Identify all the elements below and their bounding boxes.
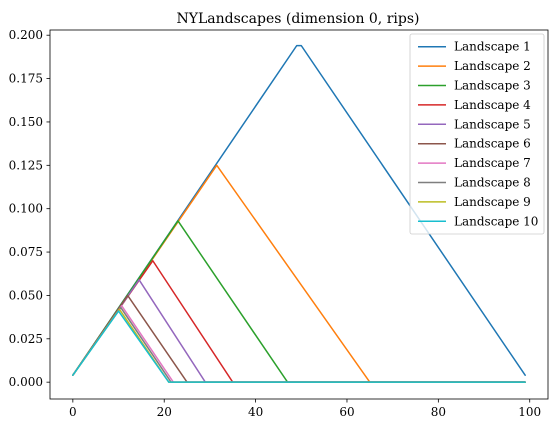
legend-label-3: Landscape 3	[454, 79, 531, 93]
legend: Landscape 1 Landscape 2 Landscape 3 Landsca…	[409, 33, 545, 235]
y-tick-label: 0.200	[9, 28, 43, 42]
y-tick-label: 0.050	[9, 288, 43, 302]
y-axis: 0.000 0.025 0.050 0.075 0.100 0.125 0.150 0.175…	[9, 28, 50, 389]
axes-frame	[49, 29, 549, 400]
legend-label-8: Landscape 8	[454, 176, 531, 190]
legend-label-7: Landscape 7	[454, 156, 531, 170]
x-axis: 0 20 40 60 80 100	[69, 399, 541, 419]
legend-frame	[409, 33, 545, 235]
legend-label-5: Landscape 5	[454, 117, 531, 131]
series-line-7	[72, 305, 526, 383]
y-tick-label: 0.025	[9, 332, 43, 346]
y-tick-label: 0.075	[9, 245, 43, 259]
legend-label-4: Landscape 4	[454, 98, 531, 112]
y-tick-label: 0.150	[9, 115, 43, 129]
legend-label-2: Landscape 2	[454, 59, 531, 73]
series-line-8	[72, 306, 526, 383]
x-tick-label: 40	[248, 405, 263, 419]
series-line-6	[72, 294, 526, 383]
x-tick-label: 0	[69, 405, 77, 419]
x-tick-label: 80	[431, 405, 446, 419]
series-line-9	[72, 308, 526, 383]
x-tick-label: 20	[157, 405, 172, 419]
plot-area	[72, 44, 526, 383]
y-tick-label: 0.125	[9, 158, 43, 172]
legend-label-6: Landscape 6	[454, 137, 531, 151]
legend-label-9: Landscape 9	[454, 195, 531, 209]
legend-label-10: Landscape 10	[454, 214, 538, 228]
series-line-3	[72, 220, 526, 383]
x-tick-label: 100	[518, 405, 541, 419]
y-tick-label: 0.000	[9, 375, 43, 389]
series-line-4	[72, 259, 526, 383]
series-line-10	[72, 310, 526, 383]
series-line-5	[72, 279, 526, 383]
legend-label-1: Landscape 1	[454, 40, 531, 54]
chart-title: NYLandscapes (dimension 0, rips)	[177, 11, 420, 27]
x-tick-label: 60	[339, 405, 354, 419]
y-tick-label: 0.100	[9, 202, 43, 216]
y-tick-label: 0.175	[9, 72, 43, 86]
